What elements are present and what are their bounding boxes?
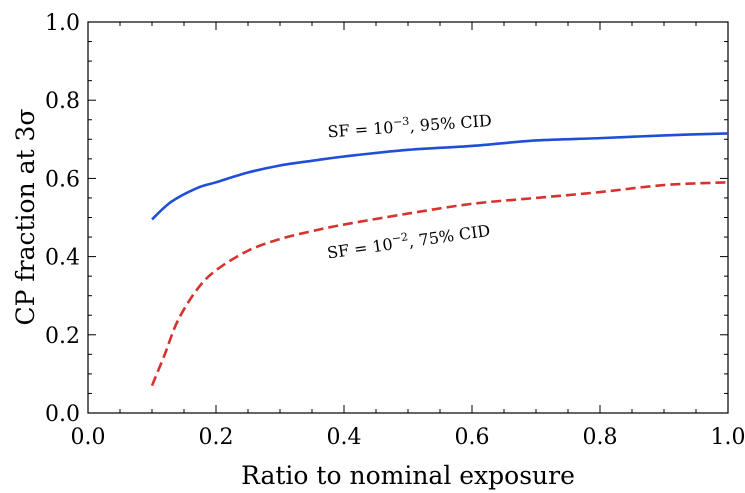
y-tick-label: 0.2: [45, 324, 80, 349]
x-tick-label: 0.0: [71, 425, 106, 450]
axis-ticks: [87, 21, 729, 414]
annotations: SF = 10−3, 95% CID SF = 10−2, 75% CID: [326, 109, 493, 263]
y-tick-label: 0.6: [45, 167, 80, 192]
y-tick-label: 0.8: [45, 89, 80, 114]
x-tick-label: 0.6: [455, 425, 490, 450]
y-tick-label: 1.0: [45, 11, 80, 36]
x-axis-label: Ratio to nominal exposure: [241, 461, 575, 490]
series-line-1: [150, 181, 729, 387]
tick-labels: 0.0 0.2 0.4 0.6 0.8 1.0 0.0 0.2 0.4 0.6 0.8 1.0: [45, 11, 745, 450]
series-annotation-0: SF = 10−3, 95% CID: [327, 109, 493, 141]
plot-frame: [87, 21, 729, 414]
y-axis-label: CP fraction at 3σ: [11, 108, 40, 325]
y-tick-label: 0.0: [45, 402, 80, 427]
x-tick-label: 1.0: [711, 425, 745, 450]
x-tick-label: 0.4: [327, 425, 362, 450]
y-tick-label: 0.4: [45, 246, 80, 271]
series-annotation-1: SF = 10−2, 75% CID: [326, 219, 492, 263]
series-line-0: [151, 132, 729, 221]
series-lines: [150, 132, 729, 387]
x-tick-label: 0.2: [199, 425, 234, 450]
x-tick-label: 0.8: [583, 425, 618, 450]
